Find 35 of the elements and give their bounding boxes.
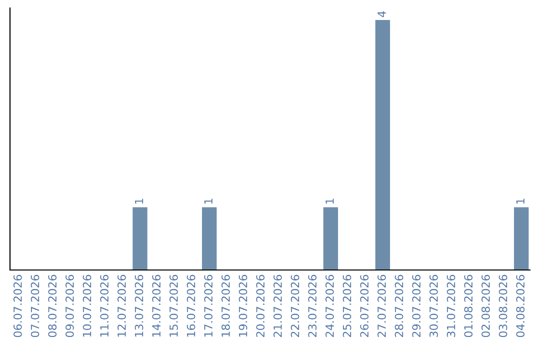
x-tick-label: 02.08.2026 [481,274,490,338]
x-tick-label: 26.07.2026 [360,274,369,337]
x-tick-label: 08.07.2026 [48,274,57,338]
x-tick-label: 27.07.2026 [377,274,386,337]
x-tick-label: 04.08.2026 [516,274,525,338]
x-tick-label: 22.07.2026 [290,274,300,337]
x-tick-label: 03.08.2026 [498,274,508,338]
x-tick-label: 01.08.2026 [464,274,473,338]
data-label: 1 [204,198,212,204]
x-tick-label: 12.07.2026 [117,274,126,337]
x-tick-label: 31.07.2026 [446,274,456,337]
x-tick-label: 24.07.2026 [325,274,334,337]
x-tick-label: 23.07.2026 [308,274,317,337]
x-tick-label: 30.07.2026 [429,274,438,337]
data-label: 4 [378,11,386,18]
x-tick-label: 15.07.2026 [169,274,178,337]
x-tick-label: 25.07.2026 [342,274,352,337]
x-tick-label: 10.07.2026 [82,274,92,337]
x-tick-label: 17.07.2026 [204,274,213,337]
x-tick-label: 09.07.2026 [65,274,74,338]
x-tick-label: 13.07.2026 [134,274,144,337]
x-tick-label: 18.07.2026 [221,274,230,337]
data-label: 1 [134,198,144,204]
x-tick-label: 21.07.2026 [273,274,282,337]
x-tick-label: 11.07.2026 [100,274,109,337]
x-tick-label: 19.07.2026 [238,274,248,337]
x-tick-label: 20.07.2026 [256,274,265,337]
x-tick-label: 16.07.2026 [186,274,196,337]
x-tick-label: 06.07.2026 [13,274,22,338]
data-label: 1 [326,198,334,204]
data-label: 1 [516,198,524,204]
x-tick-label: 29.07.2026 [412,274,421,337]
x-tick-label: 14.07.2026 [152,274,161,337]
x-tick-label: 28.07.2026 [394,274,404,337]
x-tick-label: 07.07.2026 [30,274,40,338]
